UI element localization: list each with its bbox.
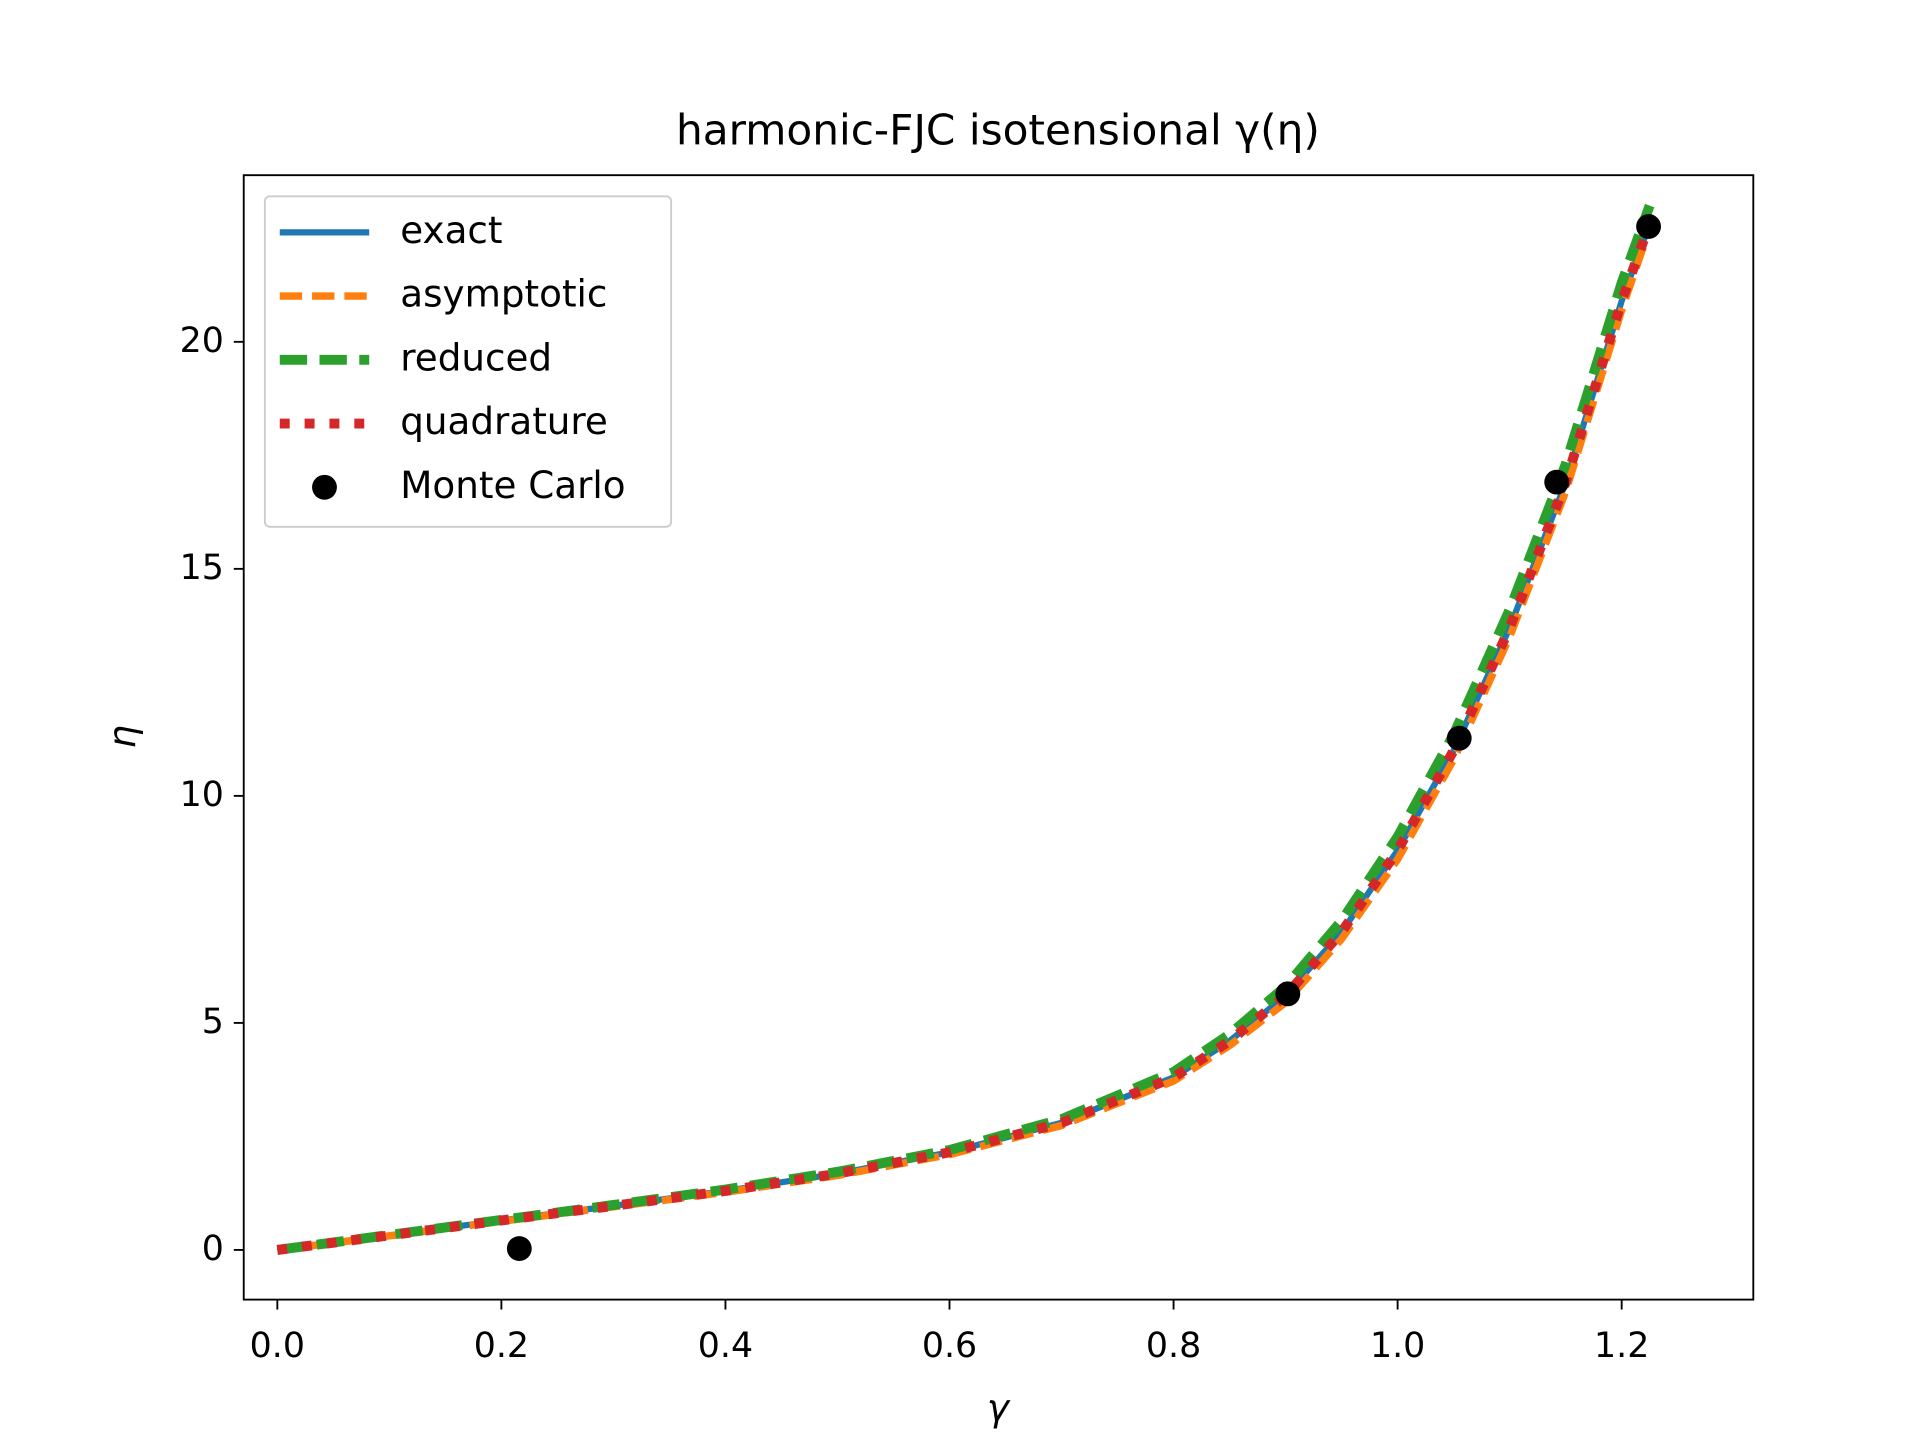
x-tick-label: 0.6 <box>922 1326 977 1366</box>
data-point <box>1446 725 1472 751</box>
legend-label: asymptotic <box>400 272 607 316</box>
chart-title: harmonic-FJC isotensional γ(η) <box>676 105 1320 154</box>
x-tick-label: 0.2 <box>474 1326 529 1366</box>
y-tick-label: 0 <box>202 1229 224 1269</box>
legend-label: exact <box>400 208 502 252</box>
y-axis-label: η <box>100 725 144 749</box>
data-point <box>1636 214 1661 239</box>
y-tick-label: 20 <box>180 321 224 361</box>
x-tick-label: 1.0 <box>1370 1326 1425 1366</box>
y-tick-label: 15 <box>180 548 224 588</box>
y-tick-label: 5 <box>202 1002 224 1042</box>
legend-swatch <box>312 474 337 500</box>
x-tick-label: 0.0 <box>250 1326 305 1366</box>
data-point <box>1544 469 1570 495</box>
data-point <box>1275 981 1301 1007</box>
legend-label: reduced <box>400 335 552 379</box>
legend-label: quadrature <box>400 399 608 443</box>
axes-frame <box>242 174 1755 1301</box>
x-tick-label: 0.4 <box>698 1326 753 1366</box>
data-point <box>506 1236 532 1261</box>
y-tick-label: 10 <box>180 775 224 815</box>
legend-label: Monte Carlo <box>400 463 625 507</box>
legend-box <box>263 195 673 528</box>
series-line <box>276 222 1655 1255</box>
series-line <box>276 203 1655 1255</box>
x-tick-label: 0.8 <box>1146 1326 1201 1366</box>
x-axis-label: γ <box>987 1386 1011 1430</box>
x-tick-label: 1.2 <box>1594 1326 1649 1366</box>
